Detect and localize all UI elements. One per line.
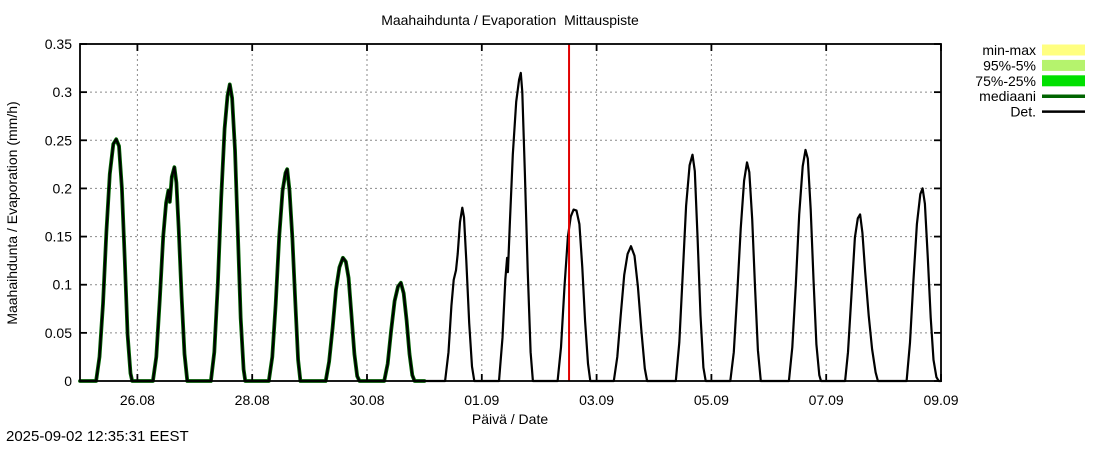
legend-item-95-5-: 95%-5% (983, 57, 1085, 73)
y-tick-label: 0.1 (53, 277, 73, 293)
x-tick-label: 26.08 (120, 392, 155, 408)
generated-timestamp: 2025-09-02 12:35:31 EEST (6, 428, 189, 445)
tick-layer (80, 43, 942, 382)
y-tick-label: 0.25 (45, 132, 72, 148)
x-tick-label: 28.08 (235, 392, 270, 408)
x-tick-label: 30.08 (349, 392, 384, 408)
y-tick-label: 0.15 (45, 229, 72, 245)
series-layer (78, 71, 943, 383)
x-tick-label: 09.09 (923, 392, 958, 408)
legend-item-det-: Det. (1010, 104, 1085, 120)
legend-item-min-max: min-max (982, 42, 1085, 58)
label-layer: 0 0.05 0.1 0.15 0.2 0.25 0.3 0.35 26.08 28.08 30.0… (45, 36, 959, 408)
mediaani-line (78, 82, 427, 383)
y-axis-label: Maahaihdunta / Evaporation (mm/h) (4, 101, 20, 324)
chart-title: Maahaihdunta / Evaporation Mittauspiste (381, 12, 639, 28)
legend-label: mediaani (979, 88, 1036, 104)
legend-swatch-box (1042, 75, 1085, 87)
y-tick-label: 0 (64, 373, 72, 389)
x-tick-label: 03.09 (579, 392, 614, 408)
x-tick-label: 01.09 (464, 392, 499, 408)
legend-swatch-box (1042, 44, 1085, 56)
legend-item-75-25-: 75%-25% (975, 73, 1085, 89)
y-tick-label: 0.2 (53, 180, 73, 196)
legend-item-mediaani: mediaani (979, 88, 1085, 104)
y-tick-label: 0.3 (53, 84, 73, 100)
legend-label: 75%-25% (975, 73, 1036, 89)
legend-label: min-max (982, 42, 1036, 58)
legend-label: 95%-5% (983, 57, 1036, 73)
y-tick-label: 0.05 (45, 325, 72, 341)
legend-swatch-box (1042, 59, 1085, 71)
det--line (78, 71, 943, 383)
plot-border (79, 43, 942, 382)
x-axis-label: Päivä / Date (472, 411, 548, 427)
x-tick-label: 05.09 (694, 392, 729, 408)
x-tick-label: 07.09 (809, 392, 844, 408)
legend-label: Det. (1010, 104, 1036, 120)
y-tick-label: 0.35 (45, 36, 72, 52)
